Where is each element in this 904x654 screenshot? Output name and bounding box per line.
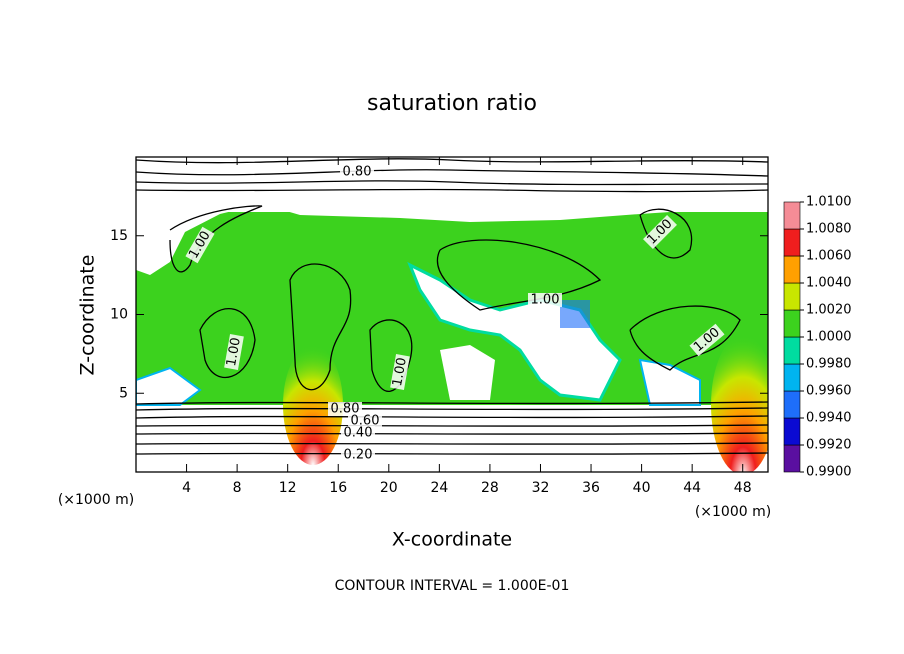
x-tick-label: 8 (233, 480, 242, 496)
y-unit-label: (×1000 m) (58, 492, 134, 508)
colorbar-band (783, 282, 801, 311)
colorbar-band (783, 309, 801, 338)
y-tick-label: 15 (110, 228, 128, 244)
x-tick-label: 24 (430, 480, 448, 496)
x-tick-label: 28 (481, 480, 499, 496)
contour-label-bg (390, 354, 410, 390)
x-tick-label: 44 (683, 480, 701, 496)
chart-title: saturation ratio (367, 91, 537, 116)
colorbar-band (783, 417, 801, 446)
field-gap (638, 358, 701, 406)
contour-label-bg (328, 402, 362, 416)
colorbar-label: 0.9920 (806, 438, 852, 453)
colorbar-label: 1.0060 (806, 249, 852, 264)
footer: CONTOUR INTERVAL = 1.000E-01 (335, 578, 570, 594)
field-hot (711, 335, 768, 472)
colorbar-label: 1.0000 (806, 330, 852, 345)
x-tick-label: 36 (582, 480, 600, 496)
x-tick-label: 20 (380, 480, 398, 496)
colorbar-label: 1.0100 (806, 195, 852, 210)
y-tick-label: 10 (110, 307, 128, 323)
contour-label-bg (341, 448, 375, 462)
contour-label-bg (340, 165, 374, 179)
field-blue (560, 300, 590, 328)
x-tick-label: 48 (734, 480, 752, 496)
contour-label: 0.20 (344, 448, 373, 463)
contour-label-bg (689, 323, 725, 357)
contour-label: 0.60 (351, 414, 380, 429)
colorbar-band (783, 255, 801, 284)
field-gap (440, 345, 495, 400)
contour-label: 1.00 (224, 336, 244, 367)
colorbar-label: 1.0020 (806, 303, 852, 318)
contour-label: 1.00 (390, 356, 410, 387)
colorbar-label: 0.9960 (806, 384, 852, 399)
y-tick-label: 5 (119, 385, 128, 401)
colorbar-band (783, 444, 801, 473)
contour-label-bg (341, 426, 375, 440)
colorbar-label: 1.0080 (806, 222, 852, 237)
colorbar-band (783, 336, 801, 365)
x-tick-label: 4 (182, 480, 191, 496)
x-tick-label: 12 (279, 480, 297, 496)
contour-label-bg (528, 293, 562, 307)
colorbar-label: 0.9940 (806, 411, 852, 426)
contour-label-bg (643, 215, 677, 249)
x-unit-label: (×1000 m) (695, 504, 771, 520)
contour-label: 0.80 (343, 165, 372, 180)
field-gap (136, 204, 768, 222)
x-tick-label: 32 (532, 480, 550, 496)
y-axis-label: Z-coordinate (77, 255, 99, 376)
contour-label-bg (348, 414, 382, 428)
x-tick-label: 40 (633, 480, 651, 496)
colorbar-band (783, 228, 801, 257)
field-gap (407, 261, 622, 402)
x-axis-label: X-coordinate (392, 529, 512, 551)
colorbar-band (783, 363, 801, 392)
contour-label: 1.00 (531, 293, 560, 308)
colorbar-band (783, 201, 801, 230)
field-gap (136, 366, 202, 406)
colorbar-label: 0.9980 (806, 357, 852, 372)
contour-label: 0.40 (344, 426, 373, 441)
colorbar-band (783, 390, 801, 419)
contour-label-bg (224, 334, 244, 370)
contour-label: 0.80 (331, 402, 360, 417)
contour-label-bg (185, 226, 215, 264)
field (136, 158, 768, 472)
colorbar-label: 1.0040 (806, 276, 852, 291)
colorbar-label: 0.9900 (806, 465, 852, 480)
field-gap (136, 204, 262, 275)
x-tick-label: 16 (329, 480, 347, 496)
